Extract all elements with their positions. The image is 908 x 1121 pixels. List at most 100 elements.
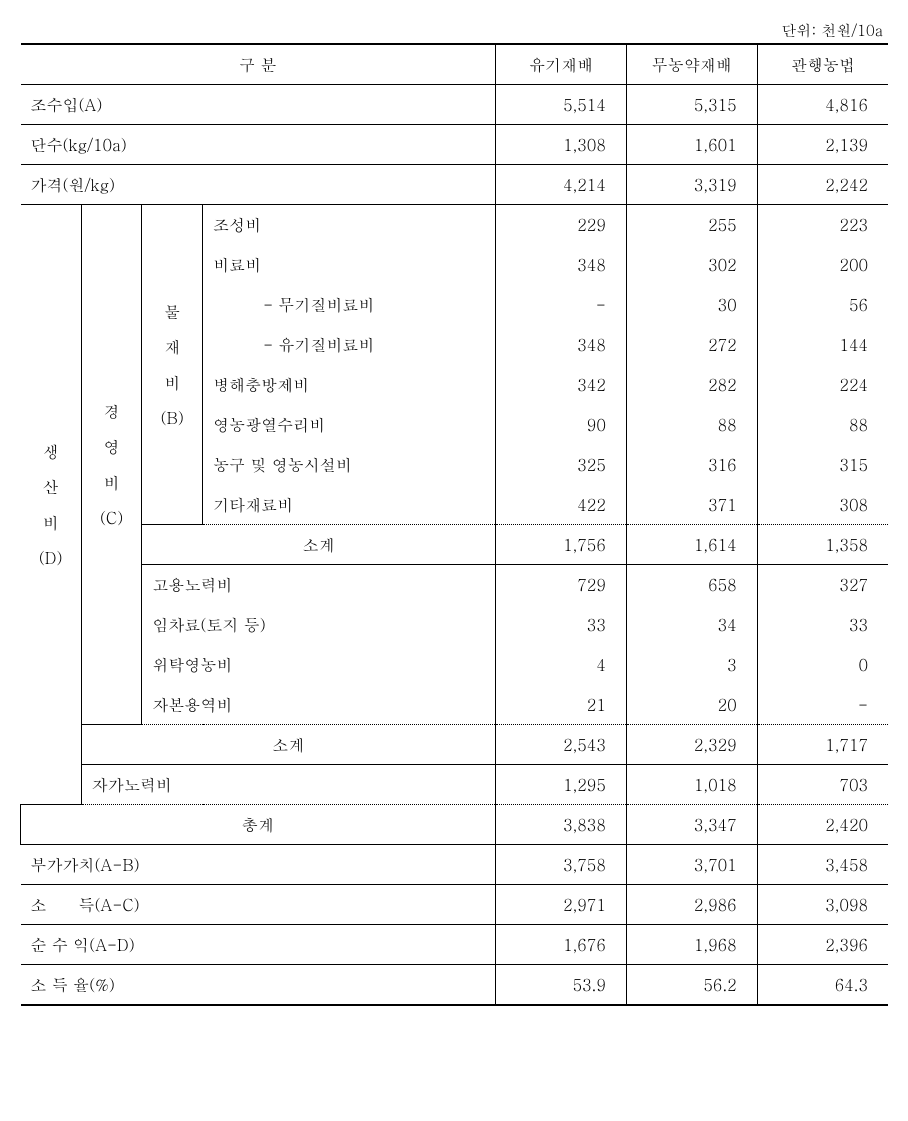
row-label: 단수(kg/10a): [21, 125, 496, 165]
cell: 144: [757, 325, 888, 365]
cell: 703: [757, 765, 888, 805]
cell: 658: [626, 565, 757, 605]
cell: 34: [626, 605, 757, 645]
cell: 1,308: [496, 125, 627, 165]
cell: 200: [757, 245, 888, 285]
cell: 21: [496, 685, 627, 725]
cell: 5,315: [626, 85, 757, 125]
cell: 2,139: [757, 125, 888, 165]
cell: 3: [626, 645, 757, 685]
row-label: 총계: [21, 805, 496, 845]
cell: 255: [626, 205, 757, 245]
row-label: 가격(원/kg): [21, 165, 496, 205]
cell: 325: [496, 445, 627, 485]
row-label: 농구 및 영농시설비: [203, 445, 496, 485]
cell: 315: [757, 445, 888, 485]
cell: 90: [496, 405, 627, 445]
row-label: - 무기질비료비: [203, 285, 496, 325]
vlabel-c: 경영비(C): [81, 205, 142, 725]
cell: 1,295: [496, 765, 627, 805]
vlabel-d: 생산비(D): [21, 205, 82, 805]
cell: 20: [626, 685, 757, 725]
cell: 229: [496, 205, 627, 245]
cell: -: [496, 285, 627, 325]
cell: 2,420: [757, 805, 888, 845]
row-label: 순 수 익(A-D): [21, 925, 496, 965]
cell: 1,968: [626, 925, 757, 965]
row-label: 자본용역비: [142, 685, 496, 725]
cell: 1,756: [496, 525, 627, 565]
cell: 371: [626, 485, 757, 525]
cell: 3,838: [496, 805, 627, 845]
row-label: 부가가치(A-B): [21, 845, 496, 885]
cell: 223: [757, 205, 888, 245]
cell: 3,701: [626, 845, 757, 885]
row-label: 조수입(A): [21, 85, 496, 125]
row-label: 소 득(A-C): [21, 885, 496, 925]
cell: 3,319: [626, 165, 757, 205]
cell: 2,396: [757, 925, 888, 965]
cell: 53.9: [496, 965, 627, 1006]
cell: 5,514: [496, 85, 627, 125]
row-label: 소 득 율(%): [21, 965, 496, 1006]
row-label: 영농광열수리비: [203, 405, 496, 445]
cell: -: [757, 685, 888, 725]
cell: 342: [496, 365, 627, 405]
unit-label: 단위: 천원/10a: [20, 20, 888, 41]
row-label: 고용노력비: [142, 565, 496, 605]
cell: 272: [626, 325, 757, 365]
cell: 1,717: [757, 725, 888, 765]
cell: 56: [757, 285, 888, 325]
cell: 422: [496, 485, 627, 525]
cell: 64.3: [757, 965, 888, 1006]
cell: 327: [757, 565, 888, 605]
cell: 3,098: [757, 885, 888, 925]
cell: 0: [757, 645, 888, 685]
cell: 33: [757, 605, 888, 645]
cell: 30: [626, 285, 757, 325]
cell: 2,543: [496, 725, 627, 765]
cell: 88: [626, 405, 757, 445]
row-label: 임차료(토지 등): [142, 605, 496, 645]
header-col3: 관행농법: [757, 44, 888, 85]
cell: 3,758: [496, 845, 627, 885]
cell: 282: [626, 365, 757, 405]
row-label: - 유기질비료비: [203, 325, 496, 365]
row-label: 조성비: [203, 205, 496, 245]
cell: 2,329: [626, 725, 757, 765]
cell: 2,971: [496, 885, 627, 925]
cell: 3,458: [757, 845, 888, 885]
cell: 308: [757, 485, 888, 525]
cell: 316: [626, 445, 757, 485]
header-col2: 무농약재배: [626, 44, 757, 85]
cell: 1,614: [626, 525, 757, 565]
cell: 4: [496, 645, 627, 685]
cell: 88: [757, 405, 888, 445]
cost-table: 구 분 유기재배 무농약재배 관행농법 조수입(A) 5,514 5,315 4…: [20, 43, 888, 1006]
cell: 3,347: [626, 805, 757, 845]
cell: 2,242: [757, 165, 888, 205]
cell: 1,676: [496, 925, 627, 965]
cell: 33: [496, 605, 627, 645]
row-label: 비료비: [203, 245, 496, 285]
cell: 348: [496, 245, 627, 285]
cell: 2,986: [626, 885, 757, 925]
header-col1: 유기재배: [496, 44, 627, 85]
cell: 1,018: [626, 765, 757, 805]
cell: 302: [626, 245, 757, 285]
header-category: 구 분: [21, 44, 496, 85]
vlabel-b: 물재비(B): [142, 205, 203, 525]
cell: 1,601: [626, 125, 757, 165]
row-label: 소계: [81, 725, 495, 765]
cell: 729: [496, 565, 627, 605]
cell: 224: [757, 365, 888, 405]
cell: 56.2: [626, 965, 757, 1006]
row-label: 병해충방제비: [203, 365, 496, 405]
row-label: 기타재료비: [203, 485, 496, 525]
cell: 348: [496, 325, 627, 365]
cell: 1,358: [757, 525, 888, 565]
cell: 4,214: [496, 165, 627, 205]
cell: 4,816: [757, 85, 888, 125]
row-label: 자가노력비: [81, 765, 495, 805]
row-label: 소계: [142, 525, 496, 565]
